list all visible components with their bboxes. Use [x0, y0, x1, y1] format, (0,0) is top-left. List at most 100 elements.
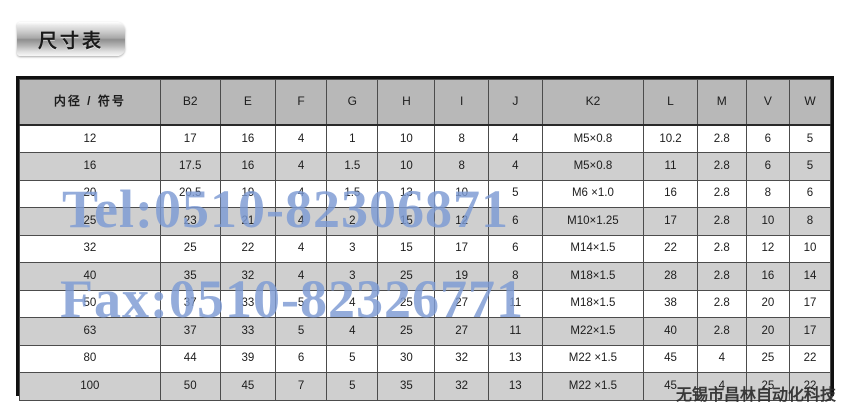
column-header-m: M: [696, 79, 747, 126]
table-cell: 4: [326, 317, 379, 346]
table-cell: 27: [434, 289, 489, 318]
table-header-row: 内径 / 符号 B2 E F G H I J K2 L M V W: [19, 79, 831, 126]
table-cell: 11: [487, 289, 543, 318]
table-cell: 37: [159, 317, 221, 346]
table-cell: 16: [219, 152, 276, 181]
table-row: 40 35 32 4 3 25 19 8 M18×1.5 28 2.8 16 14: [19, 262, 831, 291]
table-cell: 2.8: [696, 289, 747, 318]
cell-bore-size: 63: [19, 317, 161, 346]
table-cell: 33: [219, 289, 276, 318]
table-cell: 8: [434, 124, 489, 153]
table-cell: 19: [219, 179, 276, 208]
cell-bore-size: 100: [19, 372, 161, 401]
table-cell: 22: [219, 234, 276, 263]
table-cell: 6: [487, 207, 543, 236]
table-cell: 6: [745, 124, 791, 153]
table-cell: 2.8: [696, 317, 747, 346]
table-cell: 17: [434, 234, 489, 263]
table-cell: 5: [326, 344, 379, 373]
table-cell: 3: [326, 234, 379, 263]
table-cell: 8: [434, 152, 489, 181]
table-cell: 4: [274, 152, 328, 181]
table-cell: 4: [696, 372, 747, 401]
table-cell: 5: [326, 372, 379, 401]
table-cell: 10: [377, 152, 436, 181]
sheet-title-label: 尺寸表: [37, 30, 104, 52]
column-header-l: L: [643, 79, 698, 126]
table-cell: 7: [274, 372, 328, 401]
sheet-title-badge: 尺寸表: [17, 22, 125, 56]
table-cell: 5: [487, 179, 543, 208]
table-row: 12 17 16 4 1 10 8 4 M5×0.8 10.2 2.8 6 5: [19, 124, 831, 153]
table-cell: M5×0.8: [541, 124, 645, 153]
table-cell: 2.8: [696, 124, 747, 153]
cell-bore-size: 20: [19, 179, 161, 208]
table-cell: 1.5: [326, 152, 379, 181]
column-header-h: H: [377, 79, 436, 126]
table-body: 12 17 16 4 1 10 8 4 M5×0.8 10.2 2.8 6 5 16 17.5 16 4 1.5 1…: [19, 124, 831, 401]
table-header: 内径 / 符号 B2 E F G H I J K2 L M V W: [19, 79, 831, 126]
table-cell: 13: [487, 344, 543, 373]
table-cell: 2: [326, 207, 379, 236]
table-cell: 4: [274, 124, 328, 153]
table-cell: 13: [487, 372, 543, 401]
table-cell: 25: [745, 344, 791, 373]
table-cell: 33: [219, 317, 276, 346]
table-cell: 12: [434, 207, 489, 236]
table-cell: 17.5: [159, 152, 221, 181]
table-row: 80 44 39 6 5 30 32 13 M22 ×1.5 45 4 25 22: [19, 344, 831, 373]
table-cell: 2.8: [696, 179, 747, 208]
table-cell: 10: [377, 124, 436, 153]
table-row: 50 37 33 5 4 25 27 11 M18×1.5 38 2.8 20 17: [19, 289, 831, 318]
table-row: 20 20.5 19 4 1.5 13 10 5 M6 ×1.0 16 2.8 8 6: [19, 179, 831, 208]
table-cell: 20: [745, 289, 791, 318]
table-cell: 25: [745, 372, 791, 401]
table-cell: 15: [377, 207, 436, 236]
table-cell: 5: [789, 124, 831, 153]
column-header-i: I: [434, 79, 489, 126]
table-cell: 40: [643, 317, 698, 346]
table-cell: 5: [274, 317, 328, 346]
table-cell: 12: [745, 234, 791, 263]
cell-bore-size: 50: [19, 289, 161, 318]
table-cell: 30: [377, 344, 436, 373]
table-cell: 14: [789, 262, 831, 291]
table-cell: 4: [696, 344, 747, 373]
column-header-v: V: [745, 79, 791, 126]
table-cell: 50: [159, 372, 221, 401]
table-cell: 17: [789, 317, 831, 346]
table-cell: 2.8: [696, 207, 747, 236]
table-cell: 21: [219, 207, 276, 236]
table-cell: 8: [789, 207, 831, 236]
table-cell: M14×1.5: [541, 234, 645, 263]
table-cell: 45: [643, 372, 698, 401]
table-cell: 38: [643, 289, 698, 318]
table-cell: 5: [789, 152, 831, 181]
table-cell: 16: [745, 262, 791, 291]
table-cell: M22×1.5: [541, 317, 645, 346]
table-cell: 35: [159, 262, 221, 291]
table-cell: 2.8: [696, 234, 747, 263]
table-cell: 17: [789, 289, 831, 318]
table-cell: 27: [434, 317, 489, 346]
table-cell: 8: [487, 262, 543, 291]
table-cell: M6 ×1.0: [541, 179, 645, 208]
table-cell: 22: [789, 372, 831, 401]
table-cell: 15: [377, 234, 436, 263]
cell-bore-size: 12: [19, 124, 161, 153]
table-cell: M22 ×1.5: [541, 344, 645, 373]
table-cell: 11: [487, 317, 543, 346]
table-cell: 4: [326, 289, 379, 318]
table-cell: 44: [159, 344, 221, 373]
table-cell: 17: [159, 124, 221, 153]
table-cell: 3: [326, 262, 379, 291]
table-cell: 4: [487, 152, 543, 181]
table-cell: M10×1.25: [541, 207, 645, 236]
table-cell: 4: [487, 124, 543, 153]
table-cell: 16: [643, 179, 698, 208]
table-cell: 4: [274, 234, 328, 263]
table-cell: 5: [274, 289, 328, 318]
table-cell: 45: [219, 372, 276, 401]
table-cell: 20: [745, 317, 791, 346]
column-header-e: E: [219, 79, 276, 126]
